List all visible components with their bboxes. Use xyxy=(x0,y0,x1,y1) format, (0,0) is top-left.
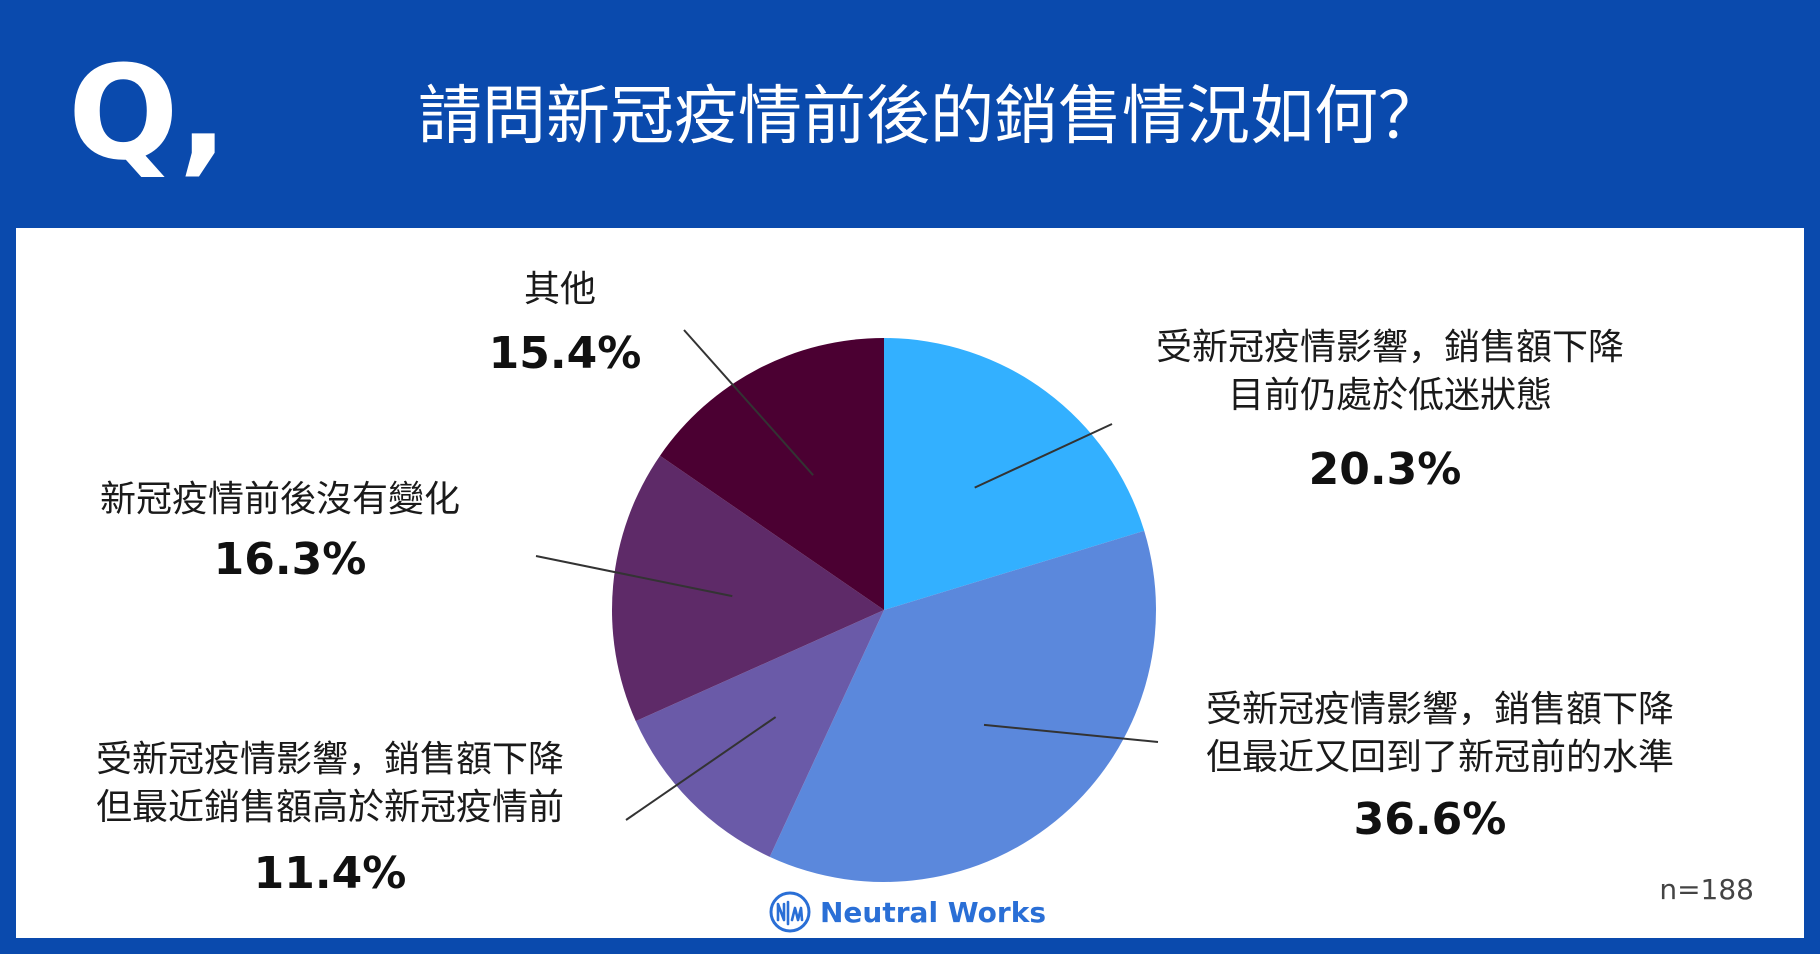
leader-line-s2 xyxy=(983,723,1159,743)
slice-label-s1-line1: 受新冠疫情影響，銷售額下降 xyxy=(1155,327,1624,368)
slice-value-s4: 16.3% xyxy=(213,534,367,585)
leader-line-s1 xyxy=(974,423,1113,489)
leader-line-s4 xyxy=(535,555,733,598)
slice-label-s1-line2: 目前仍處於低迷狀態 xyxy=(1227,375,1552,416)
slice-value-s5: 15.4% xyxy=(488,328,642,379)
pie-slice-s1 xyxy=(884,338,1145,610)
leader-line-s3 xyxy=(625,716,777,821)
pie-slice-s5 xyxy=(659,338,884,610)
pie-slice-s3 xyxy=(635,610,884,857)
question-mark-q: Q, xyxy=(68,37,228,189)
slice-value-s2: 36.6% xyxy=(1353,794,1507,845)
slice-label-s4-line1: 新冠疫情前後沒有變化 xyxy=(99,479,460,520)
slice-label-s3-line2: 但最近銷售額高於新冠疫情前 xyxy=(95,787,564,828)
slice-label-s5-line1: 其他 xyxy=(523,269,596,310)
slice-value-s3: 11.4% xyxy=(253,848,407,899)
slice-label-s3-line1: 受新冠疫情影響，銷售額下降 xyxy=(95,739,564,780)
leader-line-s5 xyxy=(683,329,814,476)
neutral-works-logo-icon xyxy=(769,891,811,933)
brand-name: Neutral Works xyxy=(820,895,1047,929)
slice-value-s1: 20.3% xyxy=(1308,444,1462,495)
pie-slice-s4 xyxy=(612,455,884,722)
slice-label-s2-line2: 但最近又回到了新冠前的水準 xyxy=(1205,737,1674,778)
page-title: 請問新冠疫情前後的銷售情況如何？ xyxy=(418,80,1442,154)
brand-logo: Neutral Works xyxy=(768,888,1046,936)
pie-slice-s2 xyxy=(769,530,1156,882)
sample-size-note: n=188 xyxy=(1659,873,1754,906)
slice-label-s2-line1: 受新冠疫情影響，銷售額下降 xyxy=(1205,689,1674,730)
